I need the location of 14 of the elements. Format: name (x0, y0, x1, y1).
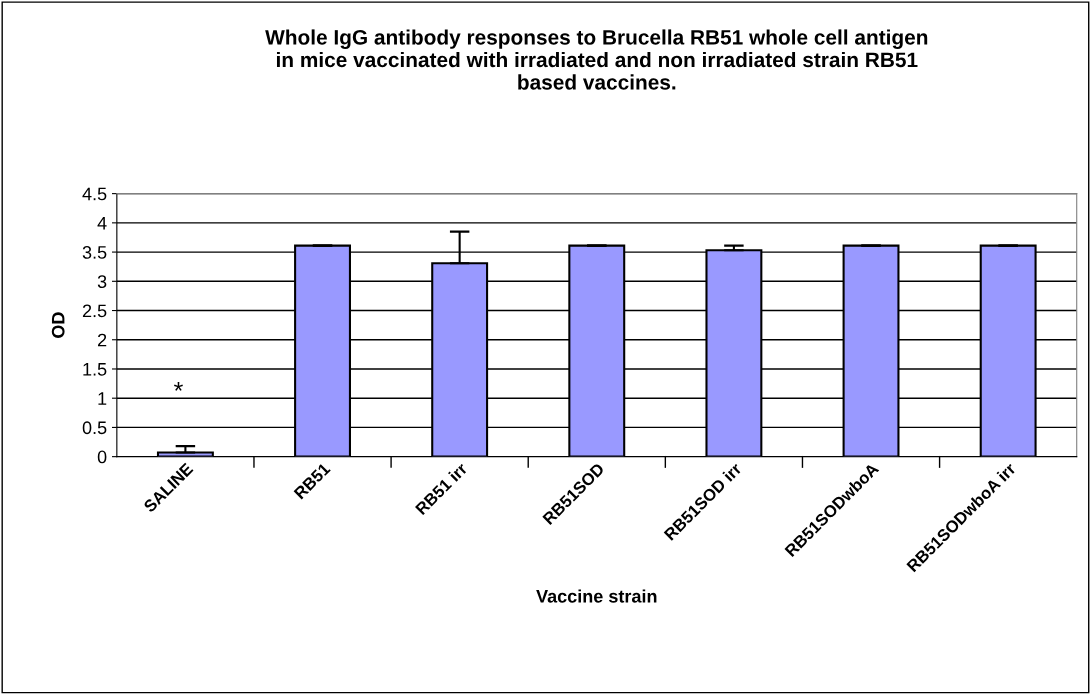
y-tick-label: 3.5 (82, 246, 107, 259)
x-axis-title: Vaccine strain (536, 589, 657, 603)
y-tick-label: 1.5 (83, 363, 107, 376)
y-tick-label: 4.5 (82, 187, 107, 201)
chart-title: Whole IgG antibody responses to Brucella RB51 whole cell antigen in mice vaccinated with irradiated and non irradiated strain RB51 based vaccines. (265, 29, 928, 90)
y-tick-label: 1 (98, 392, 107, 405)
y-axis-title: OD (51, 312, 65, 338)
y-tick-label: 2 (97, 333, 107, 347)
y-tick-label: 0 (97, 450, 107, 464)
y-tick-label: 2.5 (82, 304, 107, 318)
y-tick-label: 3 (97, 275, 107, 289)
annotation: * (174, 382, 183, 391)
y-tick-label: 0.5 (82, 421, 107, 435)
y-tick-label: 4 (97, 216, 107, 230)
